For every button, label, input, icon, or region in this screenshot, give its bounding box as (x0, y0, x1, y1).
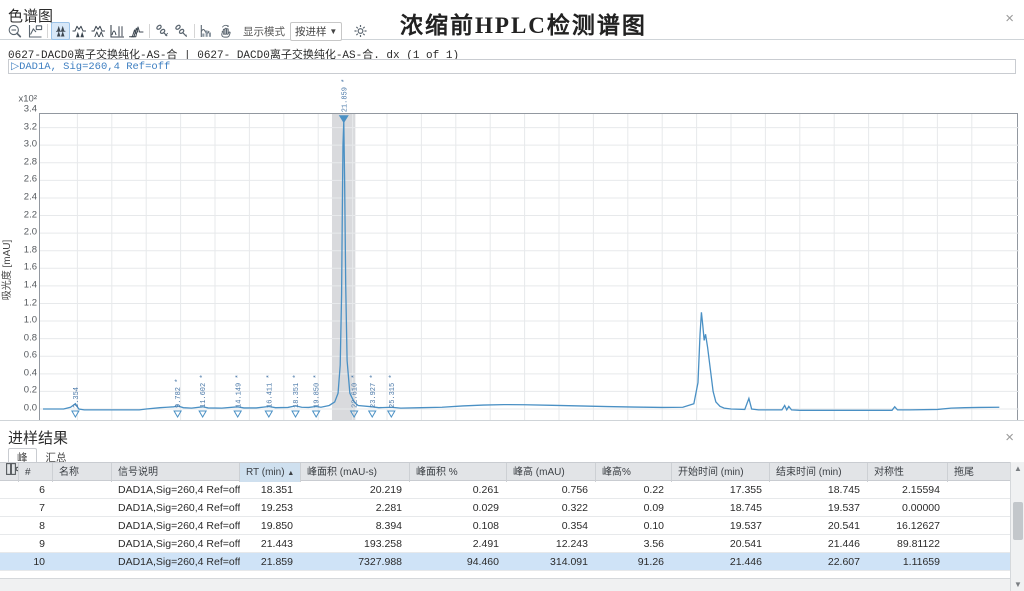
svg-text:16.411 *: 16.411 * (266, 374, 274, 408)
svg-text:21.859 *: 21.859 * (341, 79, 349, 113)
svg-text:23.927 *: 23.927 * (370, 374, 378, 408)
svg-text:22.610 *: 22.610 * (352, 374, 360, 408)
svg-text:25.315 *: 25.315 * (389, 374, 397, 408)
svg-text:19.850 *: 19.850 * (314, 374, 322, 408)
svg-text:11.602 *: 11.602 * (200, 374, 208, 408)
svg-text:2.354: 2.354 (73, 387, 81, 408)
svg-text:18.351 *: 18.351 * (293, 374, 301, 408)
svg-text:14.149 *: 14.149 * (235, 374, 243, 408)
svg-text:9.782 *: 9.782 * (175, 379, 183, 408)
